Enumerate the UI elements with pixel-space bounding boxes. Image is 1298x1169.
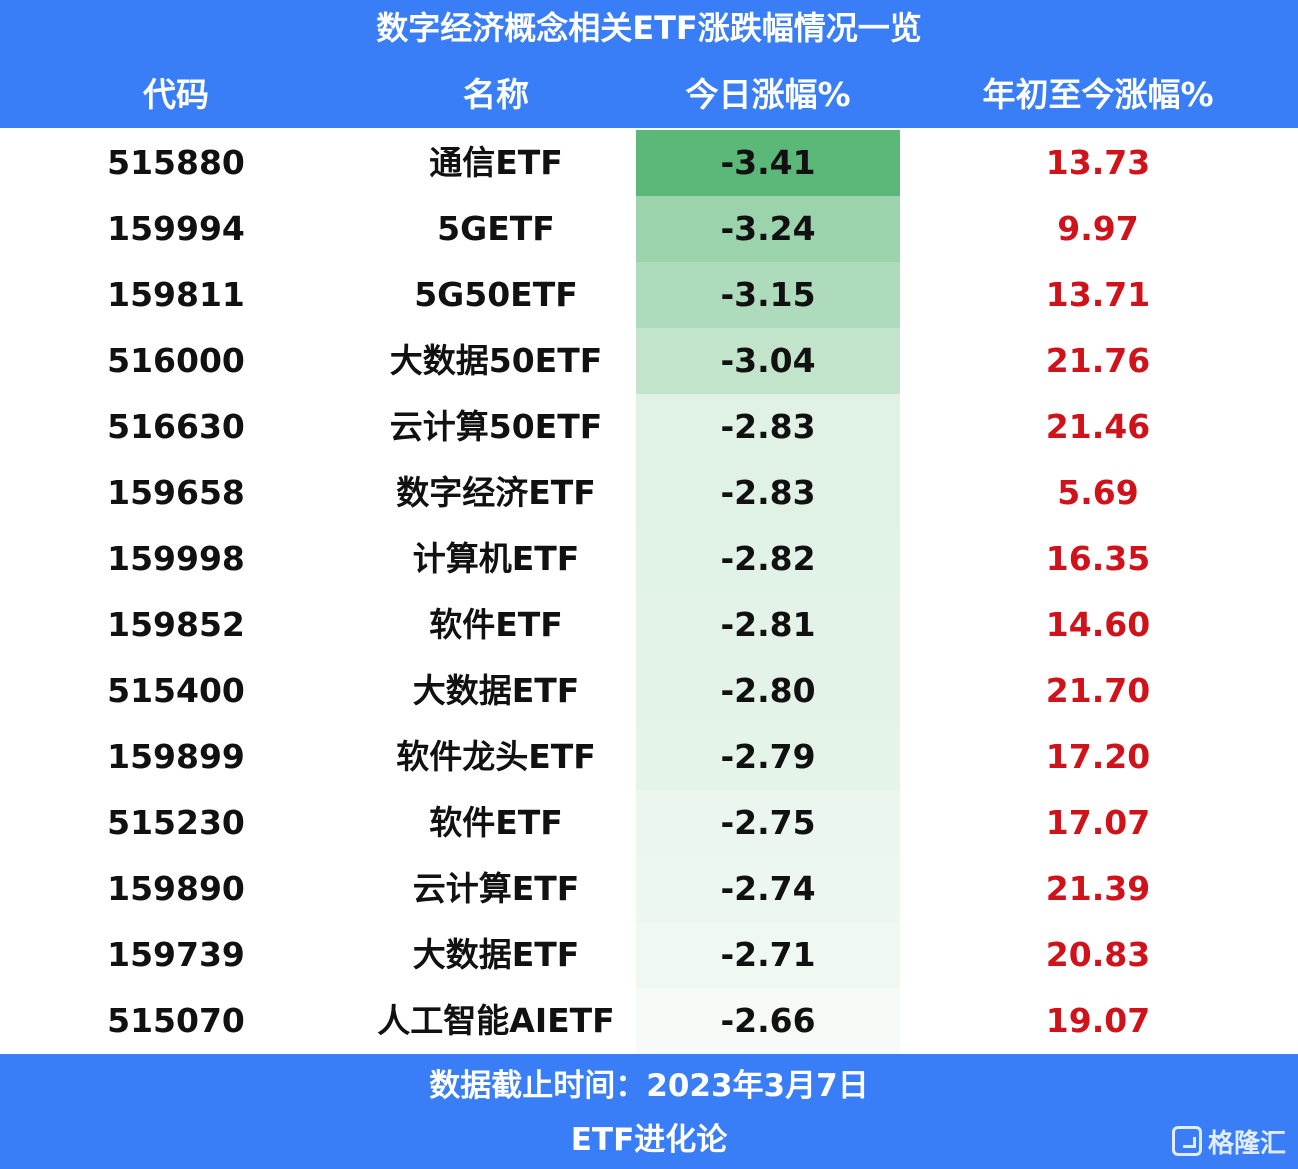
ytd-change-cell: 16.35 (1045, 539, 1151, 578)
source-label: ETF进化论 (570, 1122, 728, 1158)
today-change-cell: -2.80 (636, 658, 900, 724)
today-change-cell: -2.66 (636, 988, 900, 1054)
name-cell: 5G50ETF (414, 275, 578, 314)
table-row: 159739 大数据ETF -2.71 20.83 (0, 922, 1298, 988)
table-row: 516630 云计算50ETF -2.83 21.46 (0, 394, 1298, 460)
column-header-today: 今日涨幅% (685, 75, 851, 114)
name-cell: 云计算ETF (412, 869, 580, 908)
name-cell: 5GETF (437, 209, 555, 248)
today-change-cell: -3.15 (636, 262, 900, 328)
ytd-change-cell: 19.07 (1045, 1001, 1151, 1040)
ytd-change-cell: 14.60 (1045, 605, 1151, 644)
table-row: 515880 通信ETF -3.41 13.73 (0, 130, 1298, 196)
today-change-cell: -2.81 (636, 592, 900, 658)
code-cell: 516630 (107, 407, 245, 446)
today-change-cell: -2.75 (636, 790, 900, 856)
table-row: 159998 计算机ETF -2.82 16.35 (0, 526, 1298, 592)
watermark-text: 格隆汇 (1207, 1128, 1286, 1159)
column-header-ytd: 年初至今涨幅% (982, 75, 1214, 114)
name-cell: 软件ETF (429, 803, 563, 842)
code-cell: 515230 (107, 803, 245, 842)
code-cell: 516000 (107, 341, 245, 380)
ytd-change-cell: 21.76 (1045, 341, 1151, 380)
ytd-change-cell: 13.71 (1045, 275, 1151, 314)
code-cell: 159811 (107, 275, 245, 314)
name-cell: 软件ETF (429, 605, 563, 644)
today-change-cell: -3.04 (636, 328, 900, 394)
code-cell: 159994 (107, 209, 245, 248)
table-header: 数字经济概念相关ETF涨跌幅情况一览 代码 名称 今日涨幅% 年初至今涨幅% (0, 0, 1298, 128)
code-cell: 159998 (107, 539, 245, 578)
code-cell: 159658 (107, 473, 245, 512)
code-cell: 159739 (107, 935, 245, 974)
table-row: 159658 数字经济ETF -2.83 5.69 (0, 460, 1298, 526)
data-date-note: 数据截止时间：2023年3月7日 (429, 1068, 869, 1104)
column-header-name: 名称 (463, 75, 529, 114)
code-cell: 515880 (107, 143, 245, 182)
code-cell: 515400 (107, 671, 245, 710)
ytd-change-cell: 9.97 (1057, 209, 1139, 248)
name-cell: 云计算50ETF (389, 407, 603, 446)
watermark-logo-icon (1171, 1126, 1202, 1156)
name-cell: 大数据ETF (412, 671, 580, 710)
today-change-cell: -2.83 (636, 394, 900, 460)
ytd-change-cell: 17.20 (1045, 737, 1151, 776)
today-change-cell: -2.79 (636, 724, 900, 790)
name-cell: 计算机ETF (412, 539, 580, 578)
today-change-cell: -2.82 (636, 526, 900, 592)
watermark: 格隆汇 (1171, 1121, 1286, 1161)
today-change-cell: -2.71 (636, 922, 900, 988)
today-change-cell: -2.83 (636, 460, 900, 526)
today-change-cell: -3.24 (636, 196, 900, 262)
name-cell: 软件龙头ETF (396, 737, 596, 776)
table-row: 515400 大数据ETF -2.80 21.70 (0, 658, 1298, 724)
table-row: 515230 软件ETF -2.75 17.07 (0, 790, 1298, 856)
table-row: 159899 软件龙头ETF -2.79 17.20 (0, 724, 1298, 790)
ytd-change-cell: 21.39 (1045, 869, 1151, 908)
today-change-cell: -2.74 (636, 856, 900, 922)
ytd-change-cell: 5.69 (1057, 473, 1139, 512)
table-row: 515070 人工智能AIETF -2.66 19.07 (0, 988, 1298, 1054)
ytd-change-cell: 21.70 (1045, 671, 1151, 710)
table-row: 159994 5GETF -3.24 9.97 (0, 196, 1298, 262)
code-cell: 159852 (107, 605, 245, 644)
table-row: 516000 大数据50ETF -3.04 21.76 (0, 328, 1298, 394)
today-change-cell: -3.41 (636, 130, 900, 196)
code-cell: 159890 (107, 869, 245, 908)
name-cell: 大数据ETF (412, 935, 580, 974)
ytd-change-cell: 17.07 (1045, 803, 1151, 842)
table-footer: 数据截止时间：2023年3月7日 ETF进化论 格隆汇 (0, 1054, 1298, 1169)
name-cell: 数字经济ETF (396, 473, 596, 512)
name-cell: 人工智能AIETF (377, 1001, 615, 1040)
ytd-change-cell: 20.83 (1045, 935, 1151, 974)
name-cell: 通信ETF (429, 143, 563, 182)
table-row: 159852 软件ETF -2.81 14.60 (0, 592, 1298, 658)
ytd-change-cell: 21.46 (1045, 407, 1151, 446)
table-row: 159890 云计算ETF -2.74 21.39 (0, 856, 1298, 922)
code-cell: 515070 (107, 1001, 245, 1040)
table-body: 515880 通信ETF -3.41 13.73 159994 5GETF -3.24 9.9… (0, 130, 1298, 1054)
column-header-code: 代码 (143, 75, 209, 114)
table-title: 数字经济概念相关ETF涨跌幅情况一览 (376, 9, 922, 47)
ytd-change-cell: 13.73 (1045, 143, 1151, 182)
name-cell: 大数据50ETF (389, 341, 603, 380)
table-row: 159811 5G50ETF -3.15 13.71 (0, 262, 1298, 328)
code-cell: 159899 (107, 737, 245, 776)
